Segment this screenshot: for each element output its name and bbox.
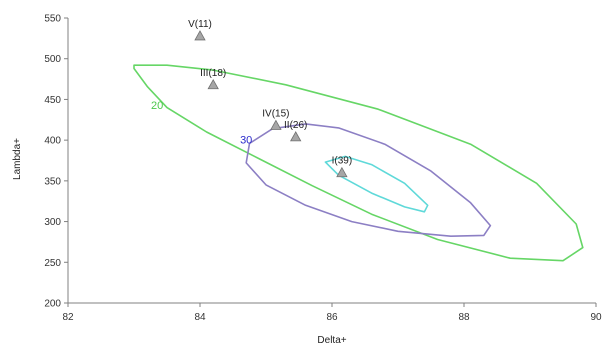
data-point-label: I(39) — [332, 156, 353, 167]
contour-label: 30 — [240, 134, 252, 146]
y-axis-title: Lambda+ — [12, 138, 23, 180]
x-axis-title: Delta+ — [317, 335, 346, 345]
y-tick-label: 250 — [44, 258, 61, 269]
data-points: V(11) III(18) IV(15)II(26) I(39) — [188, 19, 353, 178]
contour-line — [245, 123, 492, 237]
data-point-marker — [336, 166, 348, 178]
contour-line — [324, 155, 429, 213]
y-tick-label: 300 — [44, 217, 61, 228]
data-point-label: IV(15) — [262, 108, 289, 119]
axes: 82 84 86 88 90 200 250 300 350 400 450 500 550 — [44, 14, 602, 324]
x-tick-label: 90 — [590, 312, 602, 323]
data-point-marker — [194, 30, 206, 41]
x-tick-label: 86 — [326, 312, 338, 323]
y-tick-label: 400 — [44, 136, 61, 147]
y-tick-label: 200 — [44, 299, 61, 310]
contour-label: 20 — [151, 100, 163, 112]
y-tick-label: 500 — [44, 54, 61, 65]
data-point-marker — [270, 119, 282, 130]
contour-line — [133, 64, 584, 262]
data-point-marker — [207, 78, 219, 90]
x-tick-label: 82 — [62, 312, 74, 323]
data-point-label: II(26) — [284, 120, 307, 131]
y-tick-label: 350 — [44, 176, 61, 187]
y-tick-label: 550 — [44, 14, 61, 25]
data-point-label: V(11) — [188, 19, 212, 30]
x-tick-label: 84 — [194, 312, 206, 323]
data-point-label: III(18) — [200, 68, 226, 79]
x-tick-label: 88 — [458, 312, 470, 323]
data-point-marker — [290, 131, 302, 142]
y-tick-label: 450 — [44, 95, 61, 106]
